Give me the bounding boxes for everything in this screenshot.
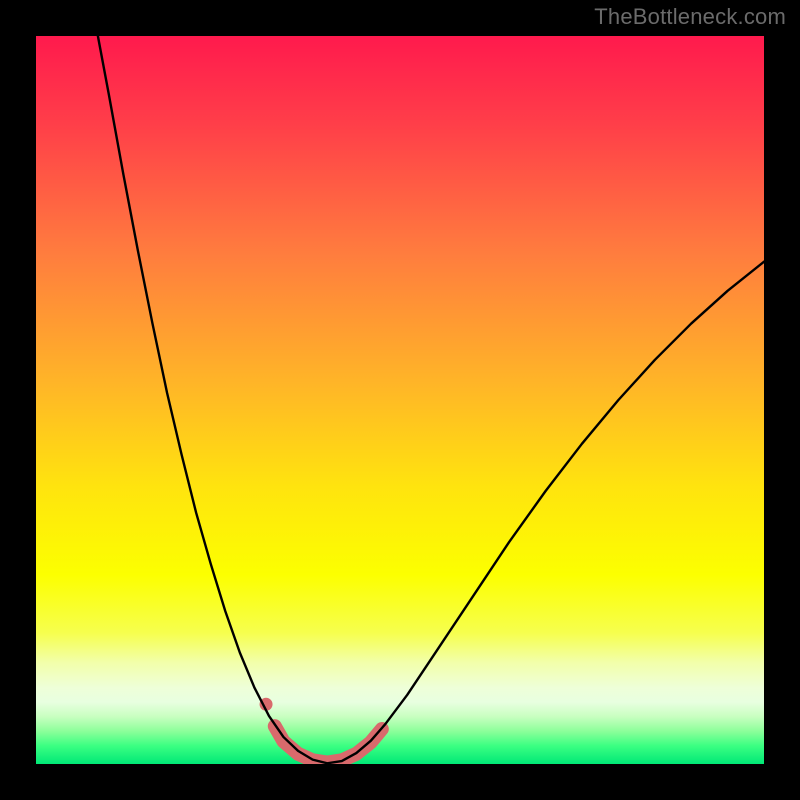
bottleneck-curve [98,36,764,763]
chart-overlay-svg [36,36,764,764]
watermark-text: TheBottleneck.com [594,4,786,30]
plot-area [36,36,764,764]
chart-container: TheBottleneck.com [0,0,800,800]
